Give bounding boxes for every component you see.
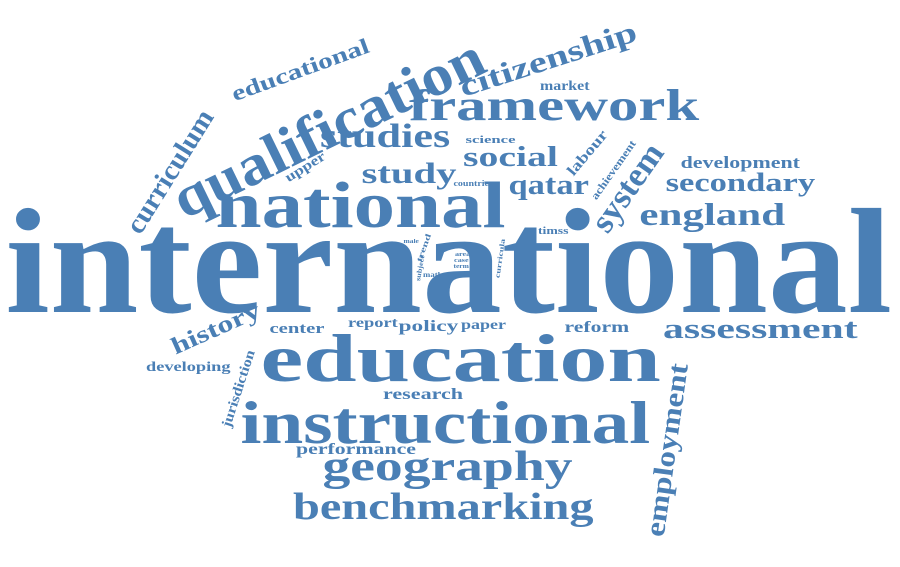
word-case: case bbox=[453, 258, 469, 264]
word-national: national bbox=[215, 169, 506, 242]
word-science: science bbox=[465, 133, 515, 146]
word-framework: framework bbox=[408, 81, 700, 130]
word-development: development bbox=[680, 152, 800, 172]
word-report: report bbox=[348, 316, 398, 331]
word-social: social bbox=[462, 142, 558, 173]
word-term: term bbox=[453, 264, 469, 270]
word-geography: geography bbox=[321, 444, 573, 490]
word-policy: policy bbox=[398, 318, 458, 335]
word-reform: reform bbox=[564, 319, 630, 336]
word-timss: timss bbox=[537, 224, 569, 237]
word-england: england bbox=[639, 196, 786, 232]
word-performance: performance bbox=[295, 441, 416, 458]
word-qatar: qatar bbox=[507, 170, 589, 201]
word-developing: developing bbox=[145, 360, 231, 375]
word-research: research bbox=[382, 386, 464, 403]
word-instructional: instructional bbox=[240, 390, 650, 456]
word-secondary: secondary bbox=[665, 168, 815, 197]
word-male: male bbox=[403, 239, 419, 245]
word-international: international bbox=[4, 179, 892, 345]
word-market: market bbox=[540, 79, 590, 94]
word-countrie: countrie bbox=[453, 179, 489, 188]
word-assessment: assessment bbox=[662, 314, 858, 345]
word-education: education bbox=[259, 320, 661, 396]
word-benchmarking: benchmarking bbox=[292, 486, 594, 528]
word-paper: paper bbox=[460, 318, 506, 333]
word-studies: studies bbox=[319, 118, 451, 155]
word-center: center bbox=[269, 320, 325, 337]
word-area: area bbox=[454, 252, 470, 258]
word-study: study bbox=[361, 157, 457, 190]
word-math: math bbox=[423, 270, 443, 279]
